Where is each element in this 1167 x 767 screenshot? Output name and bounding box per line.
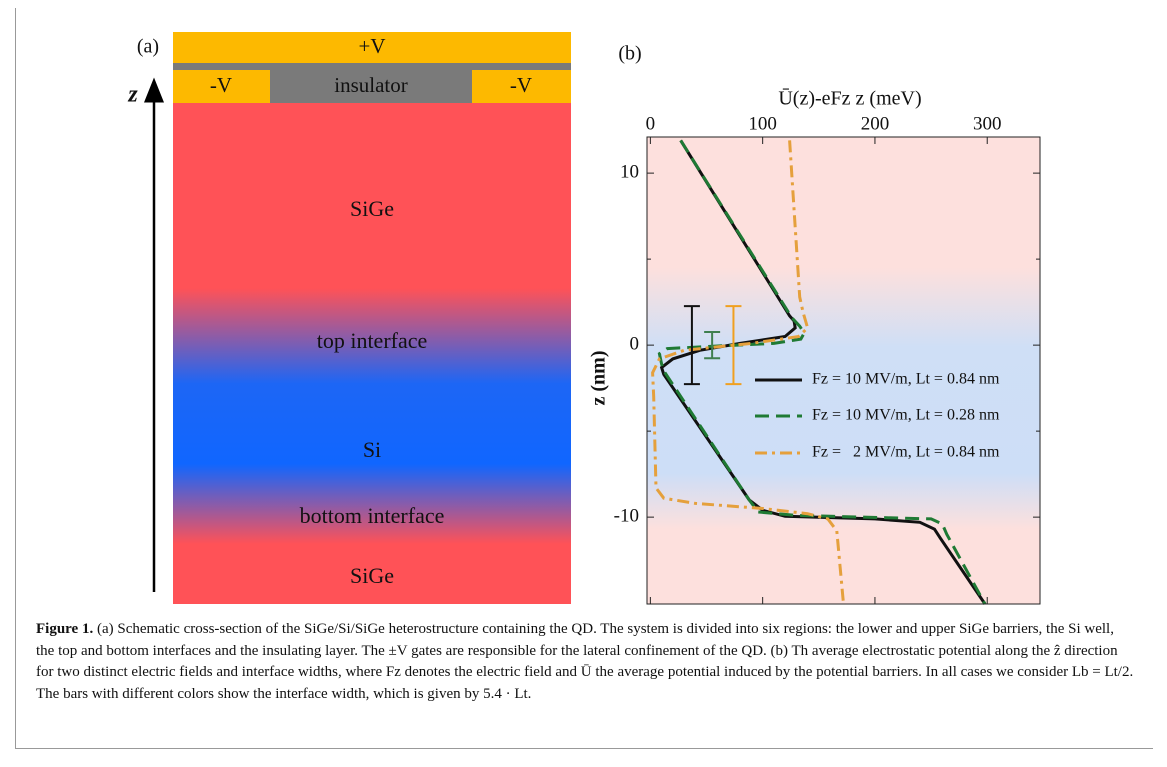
caption-text: (a) Schematic cross-section of the SiGe/… [36, 621, 1133, 702]
legend-label: Fz = 10 MV/m, Lt = 0.28 nm [812, 407, 1000, 424]
y-tick-label: -10 [614, 505, 639, 526]
axis-label: z [127, 82, 138, 108]
page: { "panel_a": { "label": "(a)", "gate_top… [0, 0, 1167, 767]
region-label: bottom interface [300, 503, 445, 528]
x-tick-label: 100 [748, 113, 777, 134]
region-label: Si [363, 437, 381, 462]
insulator-strip [173, 63, 571, 70]
insulator-label: insulator [334, 73, 408, 97]
x-axis-title: Ū(z)-eFz z (meV) [778, 88, 921, 110]
panel-label: (a) [137, 36, 159, 58]
legend-label: Fz = 10 MV/m, Lt = 0.84 nm [812, 371, 1000, 388]
caption: Figure 1. (a) Schematic cross-section of… [36, 619, 1136, 705]
legend-label: Fz = 2 MV/m, Lt = 0.84 nm [812, 444, 1000, 461]
x-tick-label: 0 [646, 113, 656, 134]
heterostructure [173, 103, 571, 604]
region-label: SiGe [350, 196, 394, 221]
caption-label: Figure 1. [36, 621, 93, 637]
panel-label: (b) [618, 43, 641, 65]
x-tick-label: 300 [973, 113, 1002, 134]
region-label: SiGe [350, 563, 394, 588]
figure: (a) +V -V insulator -V SiGe top interfac… [0, 0, 1167, 615]
y-tick-label: 10 [620, 161, 639, 182]
y-tick-label: 0 [630, 333, 640, 354]
gate-label: -V [210, 73, 232, 97]
x-tick-label: 200 [861, 113, 890, 134]
gate-label: +V [358, 34, 385, 58]
region-label: top interface [317, 328, 428, 353]
gate-label: -V [510, 73, 532, 97]
y-axis-title: z (nm) [588, 351, 610, 406]
